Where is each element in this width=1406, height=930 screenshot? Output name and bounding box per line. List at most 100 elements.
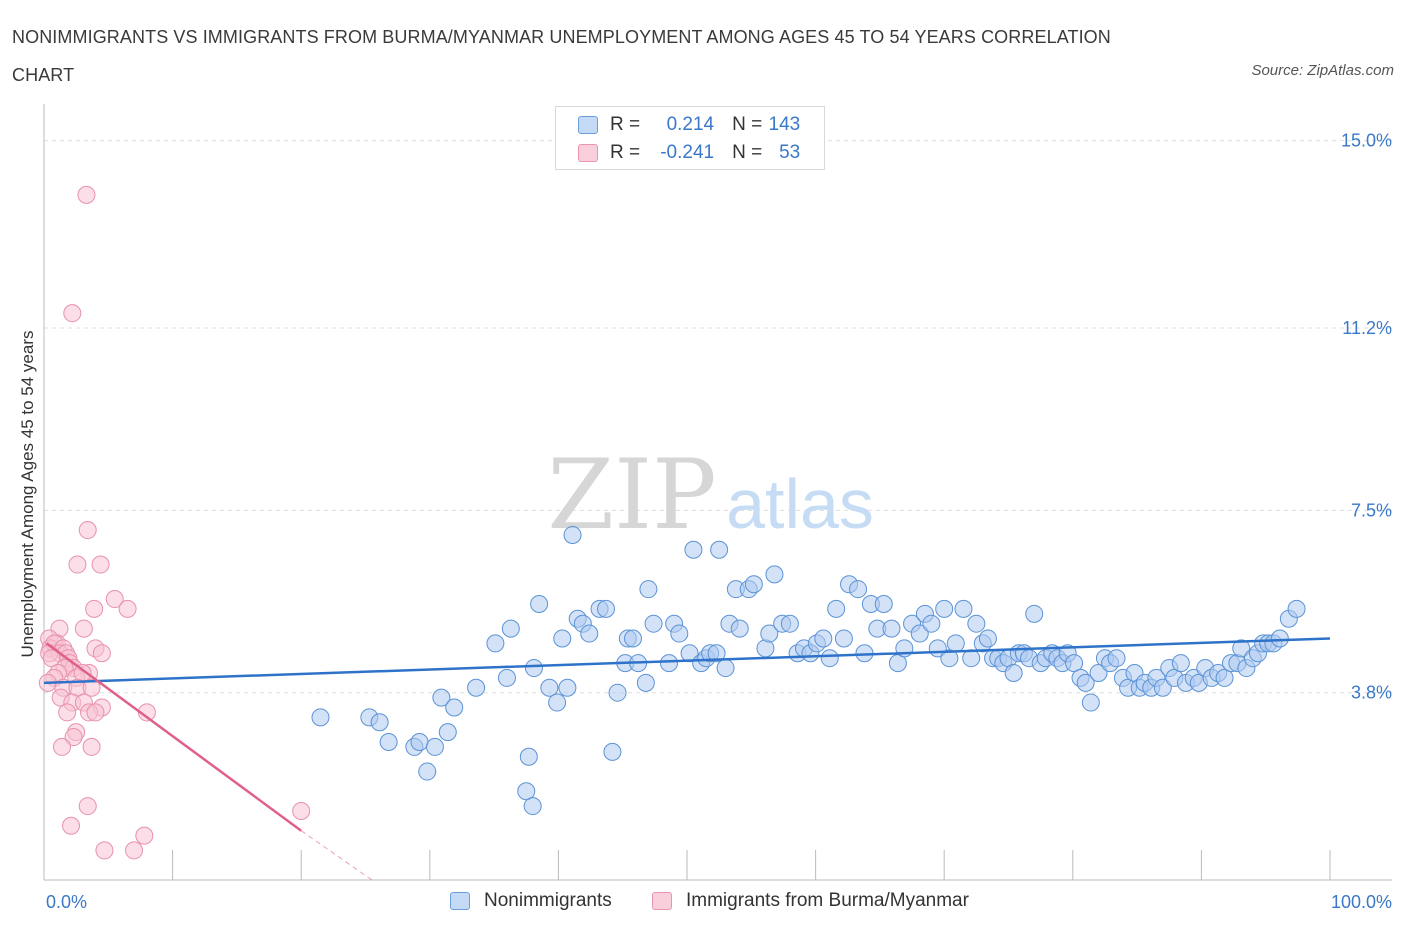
nonimmigrants-point xyxy=(558,678,577,697)
immigrants-point xyxy=(78,797,97,816)
nonimmigrants-point xyxy=(540,678,559,697)
gridlines xyxy=(44,140,1392,694)
nonimmigrants-point xyxy=(882,619,901,638)
immigrants-point xyxy=(68,555,87,574)
legend-swatch-blue xyxy=(578,116,598,134)
nonimmigrants-point xyxy=(1171,654,1190,673)
nonimmigrants-point xyxy=(530,594,549,613)
nonimmigrants-point xyxy=(827,599,846,618)
y-axis-label: Unemployment Among Ages 45 to 54 years xyxy=(18,331,37,658)
nonimmigrants-point xyxy=(523,797,542,816)
legend-swatch-pink xyxy=(578,144,598,162)
nonimmigrants-point xyxy=(311,708,330,727)
n-label: N = xyxy=(732,142,763,163)
r-value: 0.214 xyxy=(666,114,715,135)
nonimmigrants-point xyxy=(438,723,457,742)
nonimmigrants-point xyxy=(410,732,429,751)
nonimmigrants-point xyxy=(935,599,954,618)
stats-row-nonimmigrants: R = 0.214 N = 143 xyxy=(578,113,800,137)
y-tick-label: 15.0% xyxy=(1341,131,1392,151)
y-tick-label: 3.8% xyxy=(1351,683,1392,703)
immigrants-point xyxy=(64,728,83,747)
immigrants-point xyxy=(105,590,124,609)
n-label: N = xyxy=(732,114,763,135)
nonimmigrants-point xyxy=(432,688,451,707)
legend-item-nonimmigrants[interactable]: Nonimmigrants xyxy=(450,890,612,912)
immigrants-point xyxy=(78,521,97,540)
nonimmigrants-point xyxy=(756,639,775,658)
nonimmigrants-point xyxy=(716,659,735,678)
nonimmigrants-point xyxy=(1025,604,1044,623)
nonimmigrants-point xyxy=(946,634,965,653)
nonimmigrants-point xyxy=(425,737,444,756)
nonimmigrants-point xyxy=(874,594,893,613)
nonimmigrants-point xyxy=(1076,673,1095,692)
immigrants-point xyxy=(118,599,137,618)
n-value: 143 xyxy=(768,114,801,135)
nonimmigrants-point xyxy=(978,629,997,648)
nonimmigrants-point xyxy=(644,614,663,633)
legend-swatch-pink xyxy=(652,892,672,910)
immigrants-point xyxy=(85,599,104,618)
nonimmigrants-point xyxy=(1153,678,1172,697)
immigrants-point xyxy=(135,826,154,845)
watermark-atlas: atlas xyxy=(726,465,874,543)
immigrants-point xyxy=(82,678,101,697)
immigrants-trend-extension xyxy=(300,830,373,881)
series-legend: Nonimmigrants Immigrants from Burma/Myan… xyxy=(0,890,1406,914)
tick-labels: 3.8% 7.5% 11.2% 15.0% 0.0% 100.0% xyxy=(46,131,1392,912)
immigrants-point xyxy=(292,801,311,820)
nonimmigrants-points xyxy=(311,525,1306,816)
nonimmigrants-point xyxy=(636,673,655,692)
nonimmigrants-point xyxy=(603,742,622,761)
nonimmigrants-point xyxy=(1232,639,1251,658)
x-tick-label: 100.0% xyxy=(1331,892,1392,912)
nonimmigrants-point xyxy=(765,565,784,584)
immigrants-point xyxy=(63,304,82,323)
nonimmigrants-point xyxy=(1287,599,1306,618)
nonimmigrants-point xyxy=(710,540,729,559)
immigrants-point xyxy=(125,841,144,860)
nonimmigrants-point xyxy=(467,678,486,697)
r-label: R = xyxy=(610,142,641,163)
nonimmigrants-point xyxy=(418,762,437,781)
nonimmigrants-point xyxy=(954,599,973,618)
nonimmigrants-point xyxy=(910,624,929,643)
legend-swatch-blue xyxy=(450,892,470,910)
immigrants-point xyxy=(74,619,93,638)
nonimmigrants-point xyxy=(1004,663,1023,682)
nonimmigrants-point xyxy=(519,747,538,766)
nonimmigrants-point xyxy=(744,575,763,594)
legend-label: Immigrants from Burma/Myanmar xyxy=(686,890,969,911)
immigrants-point xyxy=(82,737,101,756)
nonimmigrants-point xyxy=(379,732,398,751)
immigrants-point xyxy=(58,703,77,722)
legend-item-immigrants[interactable]: Immigrants from Burma/Myanmar xyxy=(652,890,969,912)
nonimmigrants-point xyxy=(501,619,520,638)
nonimmigrants-point xyxy=(548,693,567,712)
nonimmigrants-point xyxy=(814,629,833,648)
nonimmigrants-point xyxy=(580,624,599,643)
immigrants-point xyxy=(86,703,105,722)
legend-label: Nonimmigrants xyxy=(484,890,612,911)
nonimmigrants-point xyxy=(524,659,543,678)
immigrants-point xyxy=(95,841,114,860)
nonimmigrants-point xyxy=(1107,649,1126,668)
nonimmigrants-point xyxy=(834,629,853,648)
nonimmigrants-point xyxy=(967,614,986,633)
nonimmigrants-point xyxy=(684,540,703,559)
immigrants-point xyxy=(53,737,72,756)
immigrants-trend-line xyxy=(45,642,302,832)
trend-lines xyxy=(43,637,1331,881)
nonimmigrants-point xyxy=(639,580,658,599)
nonimmigrants-point xyxy=(1081,693,1100,712)
nonimmigrants-point xyxy=(659,654,678,673)
nonimmigrants-point xyxy=(780,614,799,633)
nonimmigrants-point xyxy=(486,634,505,653)
nonimmigrants-point xyxy=(623,629,642,648)
nonimmigrants-point xyxy=(760,624,779,643)
nonimmigrants-point xyxy=(370,713,389,732)
r-label: R = xyxy=(610,114,641,135)
nonimmigrants-point xyxy=(707,644,726,663)
